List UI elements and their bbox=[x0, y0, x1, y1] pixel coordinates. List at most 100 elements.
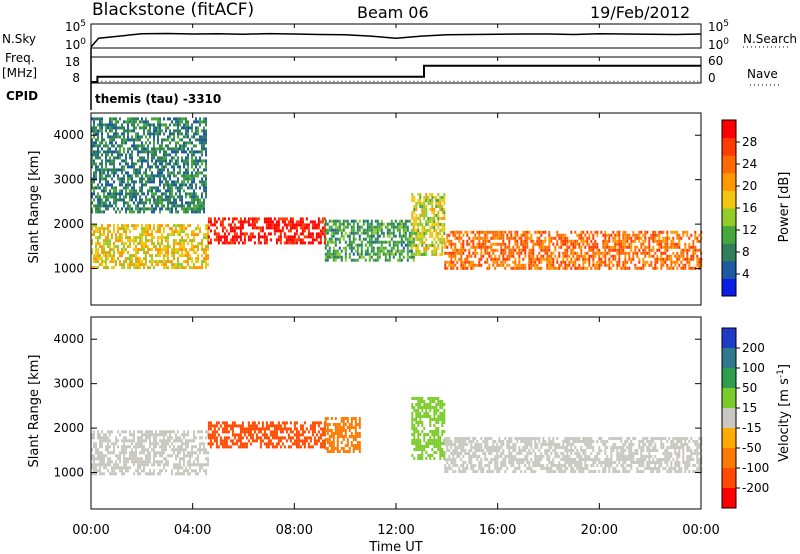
cell bbox=[261, 433, 264, 437]
cell bbox=[93, 198, 95, 202]
cell bbox=[374, 258, 377, 262]
cell bbox=[201, 260, 203, 264]
cell bbox=[165, 260, 167, 264]
cell bbox=[580, 251, 583, 255]
cell bbox=[213, 220, 216, 224]
cell bbox=[494, 242, 497, 246]
cell bbox=[199, 150, 201, 154]
cell bbox=[257, 226, 260, 230]
cell bbox=[342, 225, 345, 229]
cell bbox=[464, 263, 467, 267]
cell bbox=[390, 237, 393, 241]
cell bbox=[402, 249, 405, 253]
cell bbox=[111, 135, 113, 139]
cell bbox=[680, 254, 683, 258]
cell bbox=[299, 424, 302, 428]
cell bbox=[634, 248, 637, 252]
cell bbox=[520, 263, 523, 267]
cell bbox=[101, 263, 103, 267]
cell bbox=[297, 445, 300, 449]
cell bbox=[97, 242, 99, 246]
cell bbox=[219, 223, 222, 227]
cell bbox=[91, 159, 93, 163]
cell bbox=[207, 463, 209, 467]
cell bbox=[91, 126, 93, 130]
cell bbox=[550, 254, 553, 258]
cell bbox=[199, 138, 201, 142]
cell bbox=[267, 439, 270, 443]
cell bbox=[283, 436, 286, 440]
cell bbox=[594, 266, 597, 270]
cell bbox=[598, 260, 601, 264]
cell bbox=[682, 230, 685, 234]
cell bbox=[423, 196, 426, 199]
cell bbox=[187, 171, 189, 175]
cell bbox=[231, 226, 234, 230]
cell bbox=[678, 242, 681, 246]
cell bbox=[157, 204, 159, 208]
cell bbox=[311, 235, 314, 239]
cell bbox=[195, 227, 197, 231]
cell bbox=[163, 266, 165, 270]
cell bbox=[129, 445, 131, 449]
cell bbox=[177, 439, 179, 443]
cell bbox=[179, 171, 181, 175]
cell bbox=[425, 403, 428, 406]
cell bbox=[674, 242, 677, 246]
cell bbox=[315, 421, 318, 425]
cell bbox=[149, 439, 151, 443]
cell bbox=[334, 429, 337, 432]
cell bbox=[640, 245, 643, 249]
cell bbox=[199, 463, 201, 467]
cell bbox=[123, 132, 125, 136]
cell bbox=[191, 266, 193, 270]
cell bbox=[415, 220, 418, 223]
cell bbox=[330, 417, 333, 420]
cell bbox=[425, 415, 428, 418]
cell bbox=[554, 266, 557, 270]
cell bbox=[427, 229, 430, 232]
cell bbox=[311, 232, 314, 236]
cell bbox=[93, 224, 95, 228]
cell bbox=[171, 204, 173, 208]
cell bbox=[141, 436, 143, 440]
cell bbox=[431, 193, 434, 196]
cell bbox=[301, 226, 304, 230]
cell bbox=[686, 230, 689, 234]
cell bbox=[293, 241, 296, 245]
cell bbox=[396, 243, 399, 247]
cell bbox=[566, 242, 569, 246]
cell bbox=[356, 243, 359, 247]
cell bbox=[121, 448, 123, 452]
cell bbox=[660, 242, 663, 246]
cell bbox=[215, 220, 218, 224]
cell bbox=[159, 230, 161, 234]
cell bbox=[195, 445, 197, 449]
cell bbox=[372, 225, 375, 229]
cell bbox=[309, 436, 312, 440]
cell bbox=[486, 233, 489, 237]
cell bbox=[462, 242, 465, 246]
cell bbox=[169, 227, 171, 231]
cell bbox=[423, 400, 426, 403]
cell bbox=[139, 180, 141, 184]
cell bbox=[578, 233, 581, 237]
cell bbox=[143, 210, 145, 214]
cell bbox=[626, 239, 629, 243]
cell bbox=[131, 260, 133, 264]
cell bbox=[109, 120, 111, 124]
cell bbox=[686, 248, 689, 252]
cell bbox=[119, 180, 121, 184]
cell bbox=[443, 217, 446, 220]
cell bbox=[101, 472, 103, 476]
cell bbox=[241, 226, 244, 230]
cell bbox=[608, 260, 611, 264]
cell bbox=[446, 446, 449, 449]
cell bbox=[243, 232, 246, 236]
cell bbox=[91, 457, 93, 461]
cell bbox=[101, 117, 103, 121]
cell bbox=[624, 239, 627, 243]
cell bbox=[189, 457, 191, 461]
cell bbox=[115, 263, 117, 267]
cell bbox=[195, 472, 197, 476]
